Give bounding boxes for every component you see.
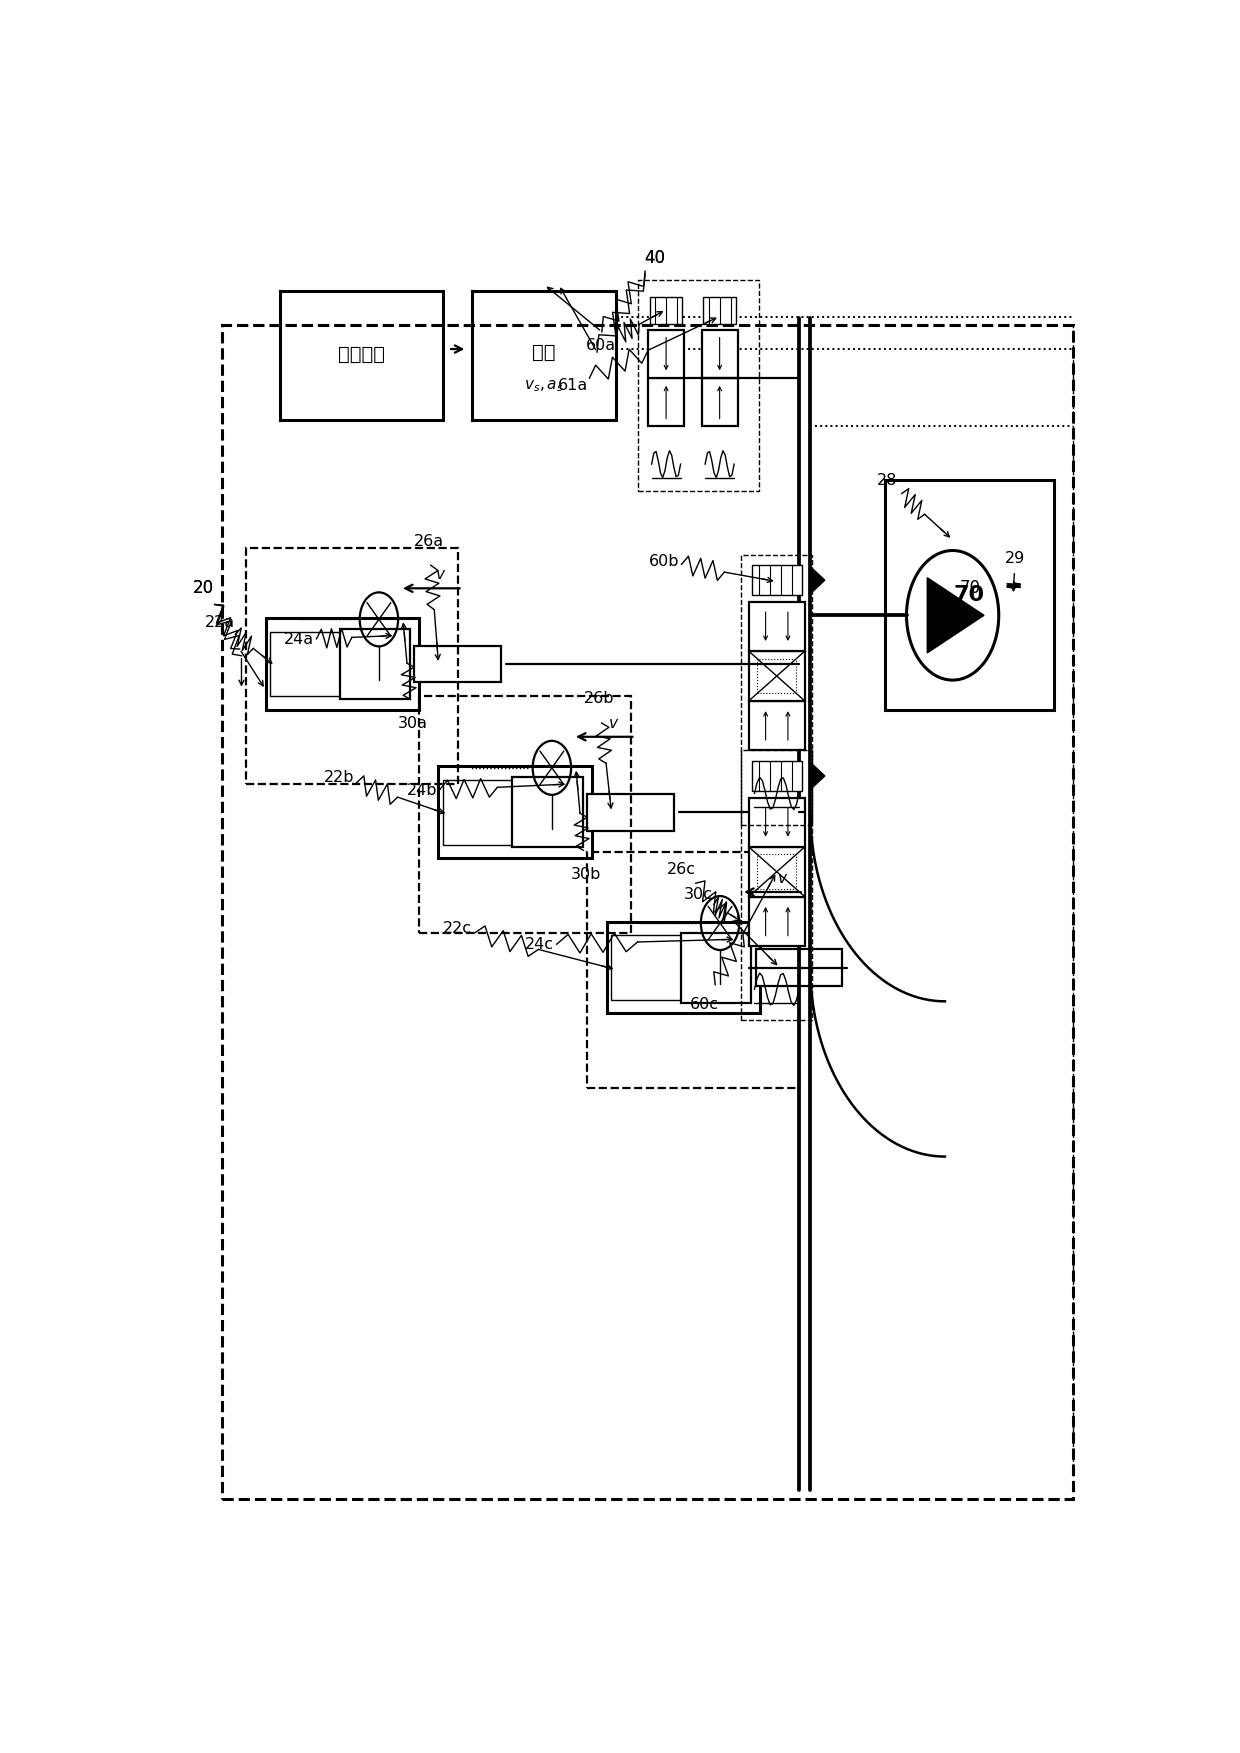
Text: 26a: 26a: [414, 533, 444, 549]
Bar: [270, 631, 340, 696]
Bar: [639, 280, 759, 491]
Text: 24c: 24c: [525, 938, 554, 952]
Text: 22a: 22a: [206, 615, 236, 629]
Bar: [472, 291, 616, 419]
Bar: [703, 298, 735, 324]
Text: v: v: [609, 715, 619, 731]
Text: $v_s, a_s$: $v_s, a_s$: [525, 379, 564, 394]
Bar: [751, 566, 802, 594]
Text: v: v: [436, 568, 445, 582]
Bar: [749, 652, 805, 701]
Text: 26c: 26c: [667, 861, 696, 876]
Bar: [247, 547, 458, 784]
Text: 22b: 22b: [325, 770, 355, 785]
Polygon shape: [811, 566, 825, 594]
Text: 24a: 24a: [284, 633, 314, 647]
Text: 70: 70: [954, 586, 985, 605]
Bar: [681, 933, 750, 1003]
Bar: [606, 922, 760, 1013]
Bar: [650, 298, 682, 324]
Bar: [742, 554, 812, 824]
Text: 30c: 30c: [683, 887, 713, 903]
Bar: [702, 379, 738, 426]
Bar: [702, 330, 738, 379]
Bar: [755, 948, 842, 985]
Text: 40: 40: [645, 249, 665, 266]
Bar: [444, 780, 512, 845]
Bar: [512, 777, 583, 847]
Text: 20: 20: [192, 578, 213, 598]
Bar: [611, 936, 681, 999]
Text: 26b: 26b: [584, 691, 614, 706]
Bar: [758, 659, 796, 694]
Bar: [588, 852, 799, 1087]
Bar: [751, 761, 802, 791]
Bar: [749, 798, 805, 847]
Text: 61a: 61a: [558, 379, 588, 393]
Polygon shape: [928, 578, 985, 652]
Bar: [588, 794, 675, 831]
Text: 70: 70: [960, 578, 981, 598]
Text: 22c: 22c: [443, 920, 472, 936]
Text: 29: 29: [1004, 550, 1025, 566]
Bar: [649, 330, 684, 379]
Text: 28: 28: [877, 473, 898, 487]
Bar: [340, 629, 409, 699]
Bar: [222, 324, 1073, 1499]
Bar: [419, 696, 631, 933]
Bar: [749, 896, 805, 947]
Text: 24b: 24b: [407, 784, 438, 798]
Bar: [885, 480, 1054, 710]
Bar: [749, 701, 805, 750]
Text: 60c: 60c: [691, 996, 719, 1011]
Bar: [742, 750, 812, 1020]
Text: 运动请求: 运动请求: [339, 345, 386, 365]
Bar: [758, 854, 796, 889]
Bar: [414, 645, 501, 682]
Bar: [649, 379, 684, 426]
Bar: [280, 291, 444, 419]
Text: 60b: 60b: [649, 554, 680, 568]
Text: 60a: 60a: [585, 338, 616, 352]
Text: 30b: 30b: [570, 868, 600, 882]
Text: 20: 20: [192, 578, 213, 598]
Polygon shape: [811, 763, 825, 789]
Text: 30a: 30a: [398, 715, 428, 731]
Bar: [439, 766, 593, 859]
Bar: [265, 619, 419, 710]
Bar: [749, 847, 805, 896]
Text: v: v: [777, 871, 786, 885]
Text: 规定: 规定: [532, 342, 556, 361]
Text: 40: 40: [645, 249, 665, 266]
Bar: [749, 601, 805, 652]
